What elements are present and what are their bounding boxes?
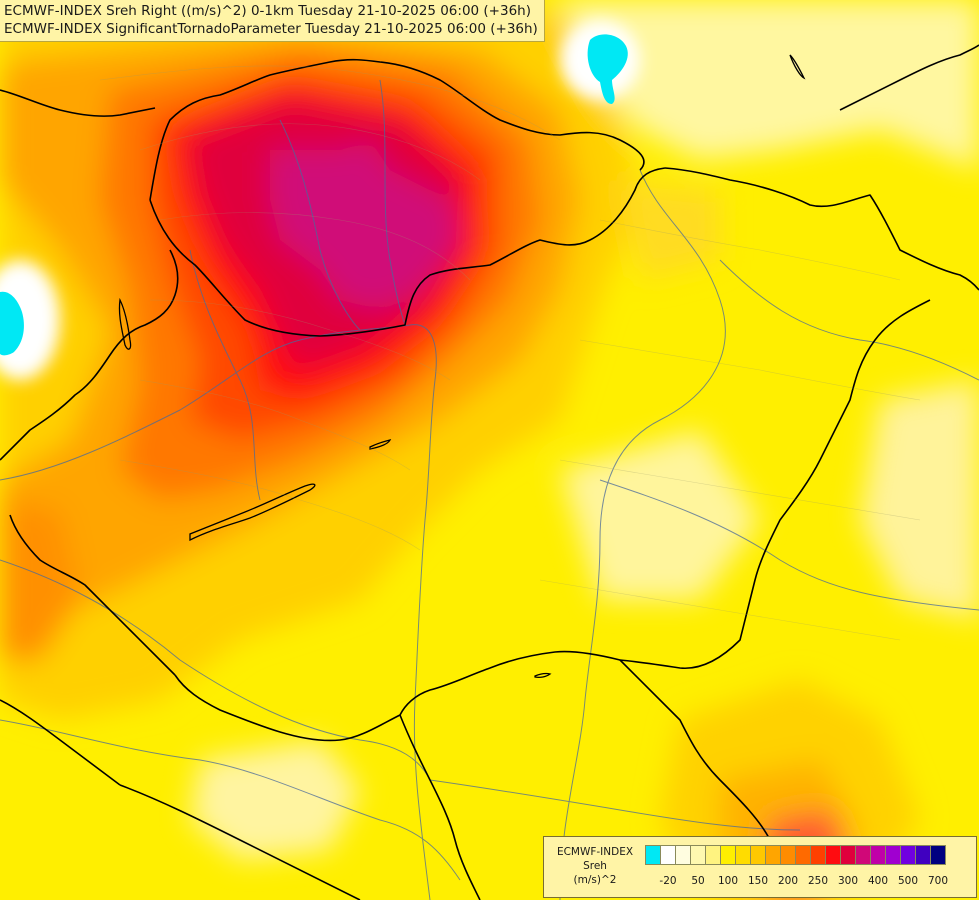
river-sava [0, 719, 461, 881]
border-east-ukraine [839, 44, 979, 111]
contour-line-6 [119, 459, 421, 551]
legend-swatch [840, 845, 856, 865]
legend-swatch [900, 845, 916, 865]
contour-line-3 [159, 212, 471, 281]
legend-tick-label: 300 [837, 875, 859, 887]
legend-tick-label: 250 [807, 875, 829, 887]
legend-unit: (m/s)^2 [573, 874, 617, 886]
river-drava [0, 559, 431, 781]
lake-small-ne [789, 54, 806, 80]
border-sk-hu [149, 167, 666, 337]
contour-line-7 [599, 219, 901, 281]
field-darkorange-sw [0, 500, 80, 660]
border-rs-ro-south [619, 659, 771, 841]
border-hu-ua-ro [664, 167, 979, 291]
field-cyan-north [587, 34, 628, 104]
field-cyan-west [0, 291, 24, 356]
legend-swatch [795, 845, 811, 865]
contour-line-8 [579, 339, 921, 401]
lake-neusiedl [118, 297, 132, 350]
lake-small-south [534, 672, 552, 679]
legend-tick-labels: -20 50 100 150 200 250 300 400 500 700 [645, 875, 975, 889]
map-title-box: ECMWF-INDEX Sreh Right ((m/s)^2) 0-1km T… [0, 0, 545, 42]
legend-color-ramp [645, 845, 946, 865]
borders [0, 44, 979, 900]
field-magenta [270, 140, 460, 310]
border-si-hr [0, 699, 121, 786]
legend-swatch [720, 845, 736, 865]
border-hu-ro [619, 299, 931, 670]
contour-line-10 [539, 579, 901, 641]
field-pale-south [190, 740, 360, 860]
field-gold-east [620, 180, 720, 280]
legend: ECMWF-INDEX Sreh (m/s)^2 -20 50 100 150 200 2… [543, 836, 977, 898]
border-bosnia [119, 784, 361, 900]
legend-swatch [915, 845, 931, 865]
contour-lines [99, 65, 921, 641]
legend-model: ECMWF-INDEX [556, 846, 634, 858]
border-rs-hr-south [399, 714, 481, 900]
legend-swatch [765, 845, 781, 865]
legend-swatch [870, 845, 886, 865]
border-slovakia-north [149, 58, 645, 201]
legend-tick-label: 50 [691, 875, 705, 887]
legend-swatch [825, 845, 841, 865]
legend-swatch [660, 845, 676, 865]
legend-parameter: Sreh [583, 860, 607, 872]
legend-swatch [855, 845, 871, 865]
river-east-1 [719, 259, 979, 381]
contour-line-5 [139, 379, 411, 471]
field-pale-northeast [560, 0, 979, 170]
legend-swatch [690, 845, 706, 865]
river-tisza [559, 169, 726, 900]
legend-tick-label: 700 [927, 875, 949, 887]
contour-line-9 [559, 459, 921, 521]
legend-swatch [705, 845, 721, 865]
legend-tick-label: 100 [717, 875, 739, 887]
legend-tick-label: 150 [747, 875, 769, 887]
legend-swatch [810, 845, 826, 865]
field-pale-center [560, 430, 760, 600]
legend-tick-label: 400 [867, 875, 889, 887]
legend-swatch [675, 845, 691, 865]
legend-swatch [750, 845, 766, 865]
border-hu-hr [9, 514, 176, 676]
legend-swatch [735, 845, 751, 865]
contour-line-2 [139, 123, 481, 181]
lakes [118, 54, 806, 679]
legend-swatch [645, 845, 661, 865]
title-line-1: ECMWF-INDEX Sreh Right ((m/s)^2) 0-1km T… [4, 3, 531, 19]
legend-swatch [780, 845, 796, 865]
river-east-2 [599, 479, 979, 611]
contour-line-1 [99, 65, 561, 141]
contour-line-4 [149, 299, 451, 381]
river-danube [0, 324, 437, 900]
legend-tick-label: 200 [777, 875, 799, 887]
lake-small-center [369, 439, 392, 450]
river-south-1 [429, 779, 801, 831]
legend-swatch [885, 845, 901, 865]
legend-tick-label: -20 [659, 875, 677, 887]
river-north-1 [279, 119, 361, 331]
legend-header: ECMWF-INDEX Sreh (m/s)^2 [548, 845, 642, 887]
river-morava [189, 249, 261, 501]
legend-swatch [930, 845, 946, 865]
border-at-cz [0, 89, 156, 117]
river-north-2 [379, 79, 406, 326]
lake-balaton [189, 483, 316, 542]
border-hu-rs [174, 650, 621, 742]
legend-tick-label: 500 [897, 875, 919, 887]
title-line-2: ECMWF-INDEX SignificantTornadoParameter … [4, 21, 538, 37]
field-pale-east [860, 380, 979, 620]
border-at-hu [0, 249, 179, 461]
rivers [0, 79, 979, 900]
